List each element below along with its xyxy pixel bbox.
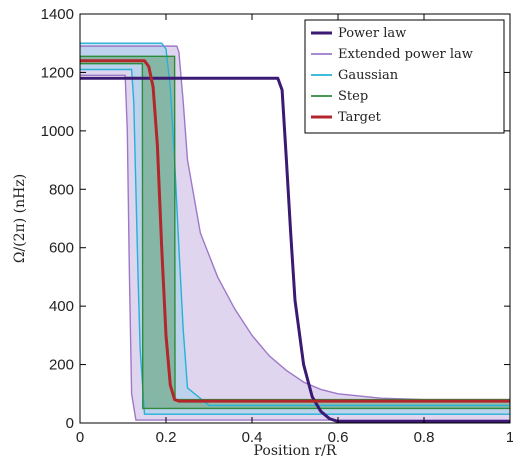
- x-tick-label: 0.8: [414, 429, 435, 446]
- x-axis-label: Position r/R: [254, 443, 337, 459]
- x-tick-label: 1: [506, 429, 513, 446]
- y-tick-label: 200: [49, 357, 74, 374]
- legend-label-extended-power-law: Extended power law: [338, 47, 473, 62]
- x-tick-label: 0.2: [156, 429, 177, 446]
- extended-power-law-band: [80, 46, 510, 421]
- plot-frame: [79, 13, 511, 424]
- x-axis-ticks: 0 0.2 0.4 0.6 0.8 1: [76, 14, 513, 446]
- x-tick-label: 0: [76, 429, 84, 446]
- legend-label-target: Target: [338, 110, 382, 125]
- y-axis-ticks: 0 200 400 600 800 1000 1200 1400: [41, 6, 510, 432]
- y-tick-label: 800: [49, 181, 74, 198]
- gaussian-upper-line: [80, 42, 510, 407]
- power-law-line: [80, 76, 510, 424]
- legend: Power law Extended power law Gaussian Step T…: [304, 19, 505, 134]
- legend-box: [304, 19, 505, 134]
- y-tick-label: 0: [66, 415, 74, 432]
- y-tick-label: 600: [49, 240, 74, 257]
- x-tick-label: 0.6: [328, 429, 349, 446]
- extended-power-law-lower-line: [80, 74, 510, 421]
- y-tick-label: 400: [49, 298, 74, 315]
- step-band: [80, 56, 510, 409]
- x-tick-label: 0.4: [242, 429, 263, 446]
- series-lines: [80, 42, 510, 424]
- legend-label-power-law: Power law: [338, 26, 406, 41]
- y-axis-label: Ω/(2π) (nHz): [12, 174, 28, 263]
- extended-power-law-upper-line: [80, 45, 510, 401]
- legend-label-step: Step: [338, 89, 368, 104]
- target-line: [80, 59, 510, 403]
- step-lower-line: [80, 62, 510, 410]
- y-tick-label: 1000: [41, 123, 74, 140]
- gaussian-lower-line: [80, 68, 510, 415]
- y-tick-label: 1400: [41, 6, 74, 23]
- uncertainty-bands: [80, 43, 510, 421]
- y-tick-label: 1200: [41, 64, 74, 81]
- legend-label-gaussian: Gaussian: [338, 68, 399, 83]
